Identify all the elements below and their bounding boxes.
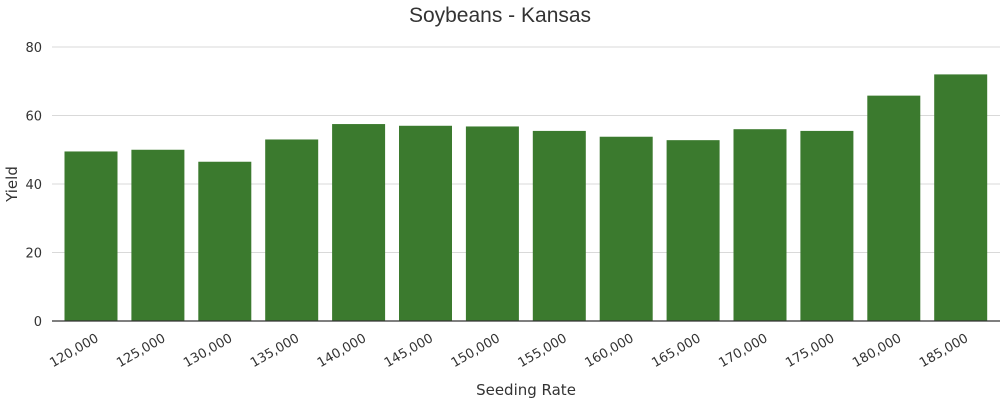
y-tick-label: 20 — [25, 247, 42, 262]
bars — [64, 74, 988, 322]
bar — [265, 139, 319, 321]
y-tick-label: 80 — [25, 41, 42, 56]
x-tick-label: 180,000 — [850, 331, 904, 371]
bar — [198, 161, 252, 321]
bar — [867, 95, 921, 321]
gridlines — [52, 46, 1000, 253]
y-tick-label: 40 — [25, 178, 42, 193]
x-tick-label: 120,000 — [47, 331, 101, 371]
x-tick-label: 155,000 — [516, 331, 570, 371]
chart-title: Soybeans - Kansas — [409, 4, 591, 27]
x-tick-label: 125,000 — [114, 331, 168, 371]
bar — [332, 124, 386, 321]
bar — [131, 149, 185, 321]
y-tick-label: 60 — [25, 110, 42, 125]
x-tick-label: 130,000 — [181, 331, 235, 371]
x-tick-label: 165,000 — [649, 331, 703, 371]
bar — [733, 129, 787, 321]
y-axis-label: Yield — [3, 166, 21, 203]
bar — [934, 74, 988, 322]
x-tick-label: 160,000 — [583, 331, 637, 371]
x-axis-ticks: 120,000 125,000 130,000 135,000 140,000 145,0… — [47, 331, 971, 371]
x-tick-label: 150,000 — [449, 331, 503, 371]
x-tick-label: 170,000 — [716, 331, 770, 371]
bar — [64, 151, 118, 321]
bar — [666, 140, 720, 321]
bar — [399, 125, 452, 322]
y-tick-label: 0 — [34, 315, 42, 330]
x-tick-label: 145,000 — [382, 331, 436, 371]
y-axis-ticks: 0 20 40 60 80 — [25, 41, 42, 330]
x-tick-label: 175,000 — [783, 331, 837, 371]
bar — [599, 136, 653, 321]
bar — [800, 130, 854, 321]
bar — [465, 126, 519, 322]
x-tick-label: 140,000 — [315, 331, 369, 371]
x-tick-label: 185,000 — [917, 331, 971, 371]
x-axis-label: Seeding Rate — [476, 381, 576, 399]
bar — [532, 130, 586, 321]
x-tick-label: 135,000 — [248, 331, 302, 371]
